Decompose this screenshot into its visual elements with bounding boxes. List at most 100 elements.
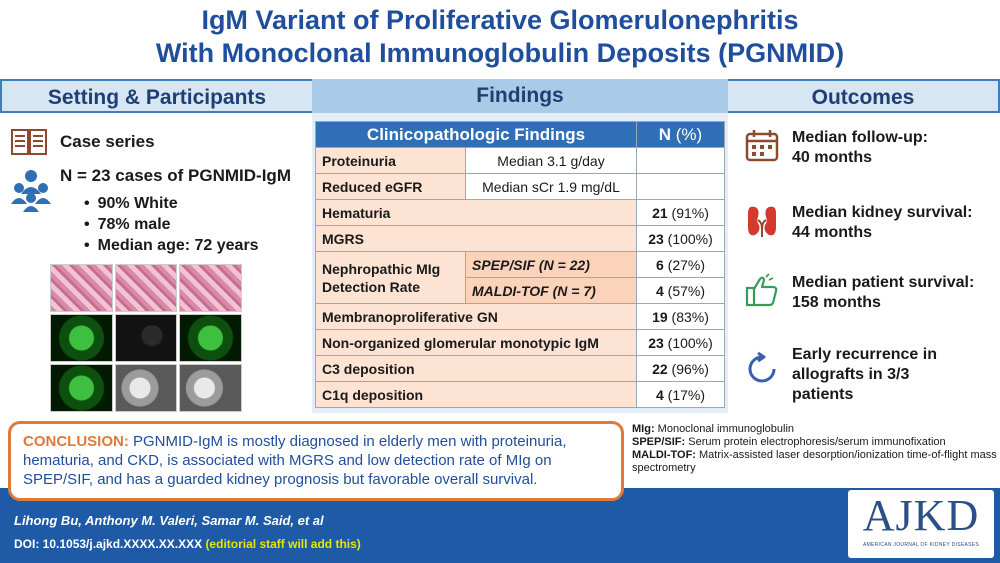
abbreviation-def: Monoclonal immunoglobulin bbox=[654, 423, 795, 435]
row-count: 23 (100%) bbox=[636, 225, 725, 252]
outcome-text: Median follow-up: 40 months bbox=[792, 128, 928, 168]
histology-image bbox=[50, 264, 113, 312]
abbreviation-term: MALDI-TOF: bbox=[632, 449, 696, 461]
table-row: Non-organized glomerular monotypic IgM 2… bbox=[315, 329, 725, 356]
count-value: 23 bbox=[648, 334, 664, 351]
case-series-row: Case series bbox=[10, 126, 155, 158]
calendar-icon bbox=[745, 130, 779, 162]
sub-row-label: MALDI-TOF (N = 7) bbox=[465, 277, 637, 304]
abbreviation-item: MIg: Monoclonal immunoglobulin bbox=[632, 423, 998, 436]
percent-value: (27%) bbox=[663, 256, 706, 273]
abbreviation-term: MIg: bbox=[632, 423, 655, 435]
list-item: Median age: 72 years bbox=[84, 235, 259, 256]
outcome-text: Median patient survival: 158 months bbox=[792, 273, 974, 313]
row-label: Nephropathic MIg Detection Rate bbox=[315, 251, 466, 304]
row-count: 19 (83%) bbox=[636, 303, 725, 330]
row-label: Proteinuria bbox=[315, 147, 466, 174]
outcome-text: Median kidney survival: 44 months bbox=[792, 203, 973, 243]
percent-value: (83%) bbox=[667, 308, 709, 325]
outcome-line: Median patient survival: bbox=[792, 274, 975, 291]
table-row: Membranoproliferative GN 19 (83%) bbox=[315, 303, 725, 330]
page-title: IgM Variant of Proliferative Glomerulone… bbox=[0, 4, 1000, 70]
outcomes-header: Outcomes bbox=[728, 79, 1000, 113]
cases-label: N = 23 cases of PGNMID-IgM bbox=[60, 166, 291, 185]
row-label: MGRS bbox=[315, 225, 637, 252]
electron-microscopy-image bbox=[179, 364, 242, 412]
findings-header: Findings bbox=[312, 79, 728, 113]
histology-image bbox=[179, 264, 242, 312]
abbreviation-def: Serum protein electrophoresis/serum immu… bbox=[685, 436, 946, 448]
table-row: Nephropathic MIg Detection Rate SPEP/SIF… bbox=[315, 251, 725, 304]
people-group-icon bbox=[11, 170, 51, 212]
table-row: MGRS 23 (100%) bbox=[315, 225, 725, 252]
outcome-line: allografts in 3/3 bbox=[792, 366, 910, 383]
table-row: C3 deposition 22 (96%) bbox=[315, 355, 725, 382]
row-value: Median 3.1 g/day bbox=[465, 147, 637, 174]
logo-text: AJKD bbox=[862, 491, 980, 540]
outcome-line: Median kidney survival: bbox=[792, 204, 973, 221]
outcome-line: patients bbox=[792, 386, 854, 403]
outcome-recurrence: Early recurrence in allografts in 3/3 pa… bbox=[744, 345, 937, 405]
row-label: C1q deposition bbox=[315, 381, 637, 408]
row-count bbox=[636, 173, 725, 200]
n-label: N bbox=[658, 124, 672, 144]
outcome-kidney-survival: Median kidney survival: 44 months bbox=[744, 203, 973, 243]
outcome-line: Median follow-up: bbox=[792, 129, 928, 146]
outcome-line: 158 months bbox=[792, 294, 881, 311]
authors: Lihong Bu, Anthony M. Valeri, Samar M. S… bbox=[14, 513, 324, 528]
cases-row: N = 23 cases of PGNMID-IgM bbox=[10, 166, 291, 212]
row-count: 21 (91%) bbox=[636, 199, 725, 226]
table-row: Proteinuria Median 3.1 g/day bbox=[315, 147, 725, 174]
logo-subtitle: AMERICAN JOURNAL OF KIDNEY DISEASES bbox=[862, 542, 980, 548]
recurrence-arrow-icon bbox=[748, 351, 776, 383]
count-value: 22 bbox=[652, 360, 668, 377]
row-label: C3 deposition bbox=[315, 355, 637, 382]
abbreviation-term: SPEP/SIF: bbox=[632, 436, 686, 448]
count-value: 4 bbox=[655, 386, 664, 403]
outcome-line: 40 months bbox=[792, 149, 873, 166]
case-series-label: Case series bbox=[60, 132, 155, 151]
count-value: 21 bbox=[652, 204, 668, 221]
conclusion-text: PGNMID-IgM is mostly diagnosed in elderl… bbox=[23, 433, 567, 488]
outcome-text: Early recurrence in allografts in 3/3 pa… bbox=[792, 345, 937, 405]
immunofluorescence-image bbox=[50, 314, 113, 362]
immunofluorescence-image bbox=[50, 364, 113, 412]
abbreviation-item: SPEP/SIF: Serum protein electrophoresis/… bbox=[632, 436, 998, 449]
doi: DOI: 10.1053/j.ajkd.XXXX.XX.XXX (editori… bbox=[14, 537, 361, 551]
kidney-icon bbox=[748, 206, 776, 237]
title-line-1: IgM Variant of Proliferative Glomerulone… bbox=[201, 5, 799, 35]
count-value: 4 bbox=[655, 282, 664, 299]
count-value: 23 bbox=[648, 230, 664, 247]
table-row: Reduced eGFR Median sCr 1.9 mg/dL bbox=[315, 173, 725, 200]
findings-table: Clinicopathologic Findings N (%) Protein… bbox=[315, 121, 725, 408]
row-count: 23 (100%) bbox=[636, 329, 725, 356]
immunofluorescence-image bbox=[179, 314, 242, 362]
editorial-note: (editorial staff will add this) bbox=[205, 537, 361, 551]
sub-row-label: SPEP/SIF (N = 22) bbox=[465, 251, 637, 278]
conclusion-box: CONCLUSION: PGNMID-IgM is mostly diagnos… bbox=[8, 421, 624, 501]
outcome-patient-survival: Median patient survival: 158 months bbox=[744, 273, 974, 313]
percent-value: (91%) bbox=[667, 204, 709, 221]
row-count: 6 (27%) bbox=[636, 251, 725, 278]
microscopy-image-grid bbox=[50, 264, 242, 412]
doi-text: DOI: 10.1053/j.ajkd.XXXX.XX.XXX bbox=[14, 537, 203, 551]
outcome-line: Early recurrence in bbox=[792, 346, 937, 363]
conclusion-label: CONCLUSION: bbox=[23, 433, 129, 450]
outcome-follow-up: Median follow-up: 40 months bbox=[744, 128, 928, 168]
thumbs-up-icon bbox=[745, 273, 778, 307]
demographics-list: 90% White 78% male Median age: 72 years bbox=[84, 193, 259, 256]
row-label: Non-organized glomerular monotypic IgM bbox=[315, 329, 637, 356]
table-header-label: Clinicopathologic Findings bbox=[315, 121, 637, 148]
row-value: Median sCr 1.9 mg/dL bbox=[465, 173, 637, 200]
count-value: 19 bbox=[652, 308, 668, 325]
row-count: 22 (96%) bbox=[636, 355, 725, 382]
outcome-line: 44 months bbox=[792, 224, 873, 241]
abbreviation-item: MALDI-TOF: Matrix-assisted laser desorpt… bbox=[632, 449, 998, 475]
row-label: Hematuria bbox=[315, 199, 637, 226]
setting-header: Setting & Participants bbox=[0, 79, 312, 113]
row-label: Reduced eGFR bbox=[315, 173, 466, 200]
book-icon bbox=[11, 129, 47, 155]
row-count: 4 (17%) bbox=[636, 381, 725, 408]
table-row: C1q deposition 4 (17%) bbox=[315, 381, 725, 408]
percent-value: (57%) bbox=[663, 282, 706, 299]
